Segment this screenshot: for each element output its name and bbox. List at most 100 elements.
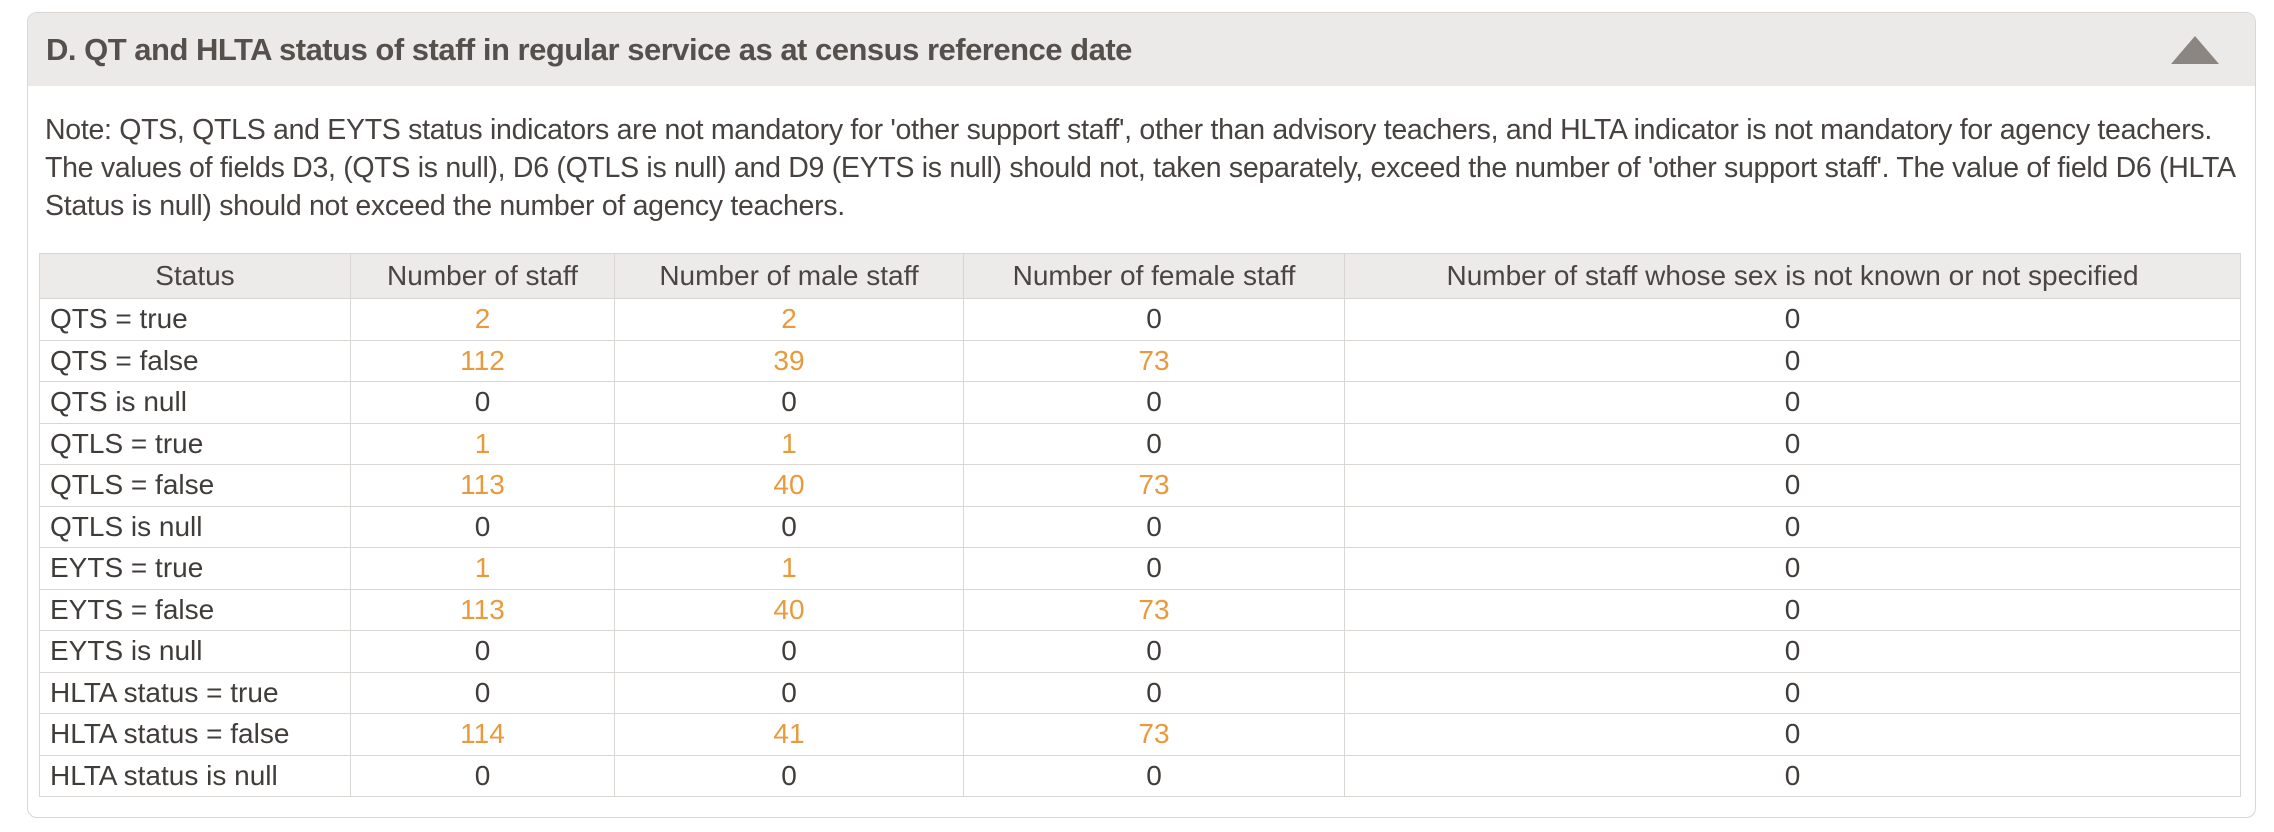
count-cell: 0 [963, 630, 1345, 673]
count-cell: 114 [350, 713, 615, 756]
count-value: 0 [1784, 676, 1801, 708]
status-cell: EYTS = false [39, 588, 351, 631]
count-cell: 0 [963, 422, 1345, 465]
count-cell: 113 [350, 464, 615, 507]
table-row: HLTA status = false 114 41 73 0 [39, 713, 2241, 756]
section-header[interactable]: D. QT and HLTA status of staff in regula… [28, 13, 2255, 86]
count-value: 0 [781, 510, 797, 542]
count-value: 0 [474, 386, 491, 418]
drilldown-count-link[interactable]: 73 [1138, 593, 1170, 625]
drilldown-count-link[interactable]: 73 [1138, 469, 1170, 501]
column-header-1: Number of staff [350, 253, 615, 299]
drilldown-count-link[interactable]: 1 [781, 427, 797, 459]
drilldown-count-link[interactable]: 41 [773, 718, 805, 750]
drilldown-count-link[interactable]: 1 [474, 552, 491, 584]
count-value: 0 [1784, 635, 1801, 667]
count-cell: 0 [1344, 505, 2241, 548]
drilldown-count-link[interactable]: 2 [781, 303, 797, 335]
status-cell: HLTA status = true [39, 671, 351, 714]
drilldown-count-link[interactable]: 113 [460, 593, 505, 625]
count-value: 0 [1784, 718, 1801, 750]
status-cell: QTLS is null [39, 505, 351, 548]
table-row: QTLS = false 113 40 73 0 [39, 464, 2241, 507]
count-value: 0 [1146, 386, 1162, 418]
column-header-0: Status [39, 253, 351, 299]
count-cell: 113 [350, 588, 615, 631]
drilldown-count-link[interactable]: 2 [474, 303, 491, 335]
count-cell: 0 [1344, 298, 2241, 341]
table-row: QTLS = true 1 1 0 0 [39, 422, 2241, 465]
count-cell: 73 [963, 713, 1345, 756]
count-value: 0 [1784, 759, 1801, 791]
status-cell: QTS = true [39, 298, 351, 341]
count-cell: 0 [350, 505, 615, 548]
drilldown-count-link[interactable]: 114 [460, 718, 505, 750]
count-value: 0 [1146, 427, 1162, 459]
section-note: Note: QTS, QTLS and EYTS status indicato… [45, 114, 2235, 222]
table-row: HLTA status = true 0 0 0 0 [39, 671, 2241, 714]
count-cell: 0 [1344, 713, 2241, 756]
count-cell: 0 [614, 505, 964, 548]
status-cell: EYTS = true [39, 547, 351, 590]
table-row: HLTA status is null 0 0 0 0 [39, 754, 2241, 797]
count-value: 0 [1146, 635, 1162, 667]
drilldown-count-link[interactable]: 40 [773, 593, 805, 625]
drilldown-count-link[interactable]: 1 [781, 552, 797, 584]
count-cell: 1 [614, 547, 964, 590]
status-cell: HLTA status = false [39, 713, 351, 756]
drilldown-count-link[interactable]: 40 [773, 469, 805, 501]
drilldown-count-link[interactable]: 1 [474, 427, 491, 459]
section-panel-d: D. QT and HLTA status of staff in regula… [27, 12, 2256, 818]
count-cell: 0 [1344, 339, 2241, 382]
count-cell: 0 [963, 671, 1345, 714]
count-value: 0 [781, 386, 797, 418]
drilldown-count-link[interactable]: 73 [1138, 718, 1170, 750]
count-value: 0 [1784, 510, 1801, 542]
count-cell: 0 [350, 381, 615, 424]
count-cell: 0 [1344, 547, 2241, 590]
count-cell: 0 [963, 505, 1345, 548]
table-row: EYTS = true 1 1 0 0 [39, 547, 2241, 590]
table-row: QTS = false 112 39 73 0 [39, 339, 2241, 382]
column-header-2: Number of male staff [614, 253, 964, 299]
status-cell: QTLS = true [39, 422, 351, 465]
count-cell: 1 [350, 547, 615, 590]
table-row: EYTS is null 0 0 0 0 [39, 630, 2241, 673]
count-cell: 0 [1344, 464, 2241, 507]
count-value: 0 [781, 676, 797, 708]
count-value: 0 [1784, 386, 1801, 418]
drilldown-count-link[interactable]: 112 [460, 344, 505, 376]
count-cell: 0 [963, 754, 1345, 797]
status-cell: QTS is null [39, 381, 351, 424]
table-header-row: Status Number of staff Number of male staf… [39, 253, 2241, 299]
count-value: 0 [1146, 510, 1162, 542]
collapse-chevron-up-icon[interactable] [2171, 35, 2219, 64]
count-value: 0 [474, 635, 491, 667]
count-cell: 0 [614, 381, 964, 424]
drilldown-count-link[interactable]: 39 [773, 344, 805, 376]
count-value: 0 [1146, 676, 1162, 708]
table-row: QTS is null 0 0 0 0 [39, 381, 2241, 424]
count-cell: 0 [1344, 422, 2241, 465]
drilldown-count-link[interactable]: 73 [1138, 344, 1170, 376]
count-cell: 0 [963, 547, 1345, 590]
status-cell: EYTS is null [39, 630, 351, 673]
count-cell: 73 [963, 339, 1345, 382]
column-header-3: Number of female staff [963, 253, 1345, 299]
column-header-4: Number of staff whose sex is not known o… [1344, 253, 2241, 299]
count-cell: 40 [614, 464, 964, 507]
count-value: 0 [1784, 552, 1801, 584]
count-cell: 41 [614, 713, 964, 756]
count-value: 0 [474, 676, 491, 708]
drilldown-count-link[interactable]: 113 [460, 469, 505, 501]
count-value: 0 [1784, 303, 1801, 335]
count-value: 0 [474, 759, 491, 791]
count-cell: 0 [1344, 588, 2241, 631]
table-row: QTLS is null 0 0 0 0 [39, 505, 2241, 548]
count-cell: 0 [1344, 754, 2241, 797]
count-value: 0 [1146, 303, 1162, 335]
count-cell: 2 [350, 298, 615, 341]
status-cell: QTLS = false [39, 464, 351, 507]
count-cell: 0 [614, 671, 964, 714]
count-cell: 0 [350, 754, 615, 797]
